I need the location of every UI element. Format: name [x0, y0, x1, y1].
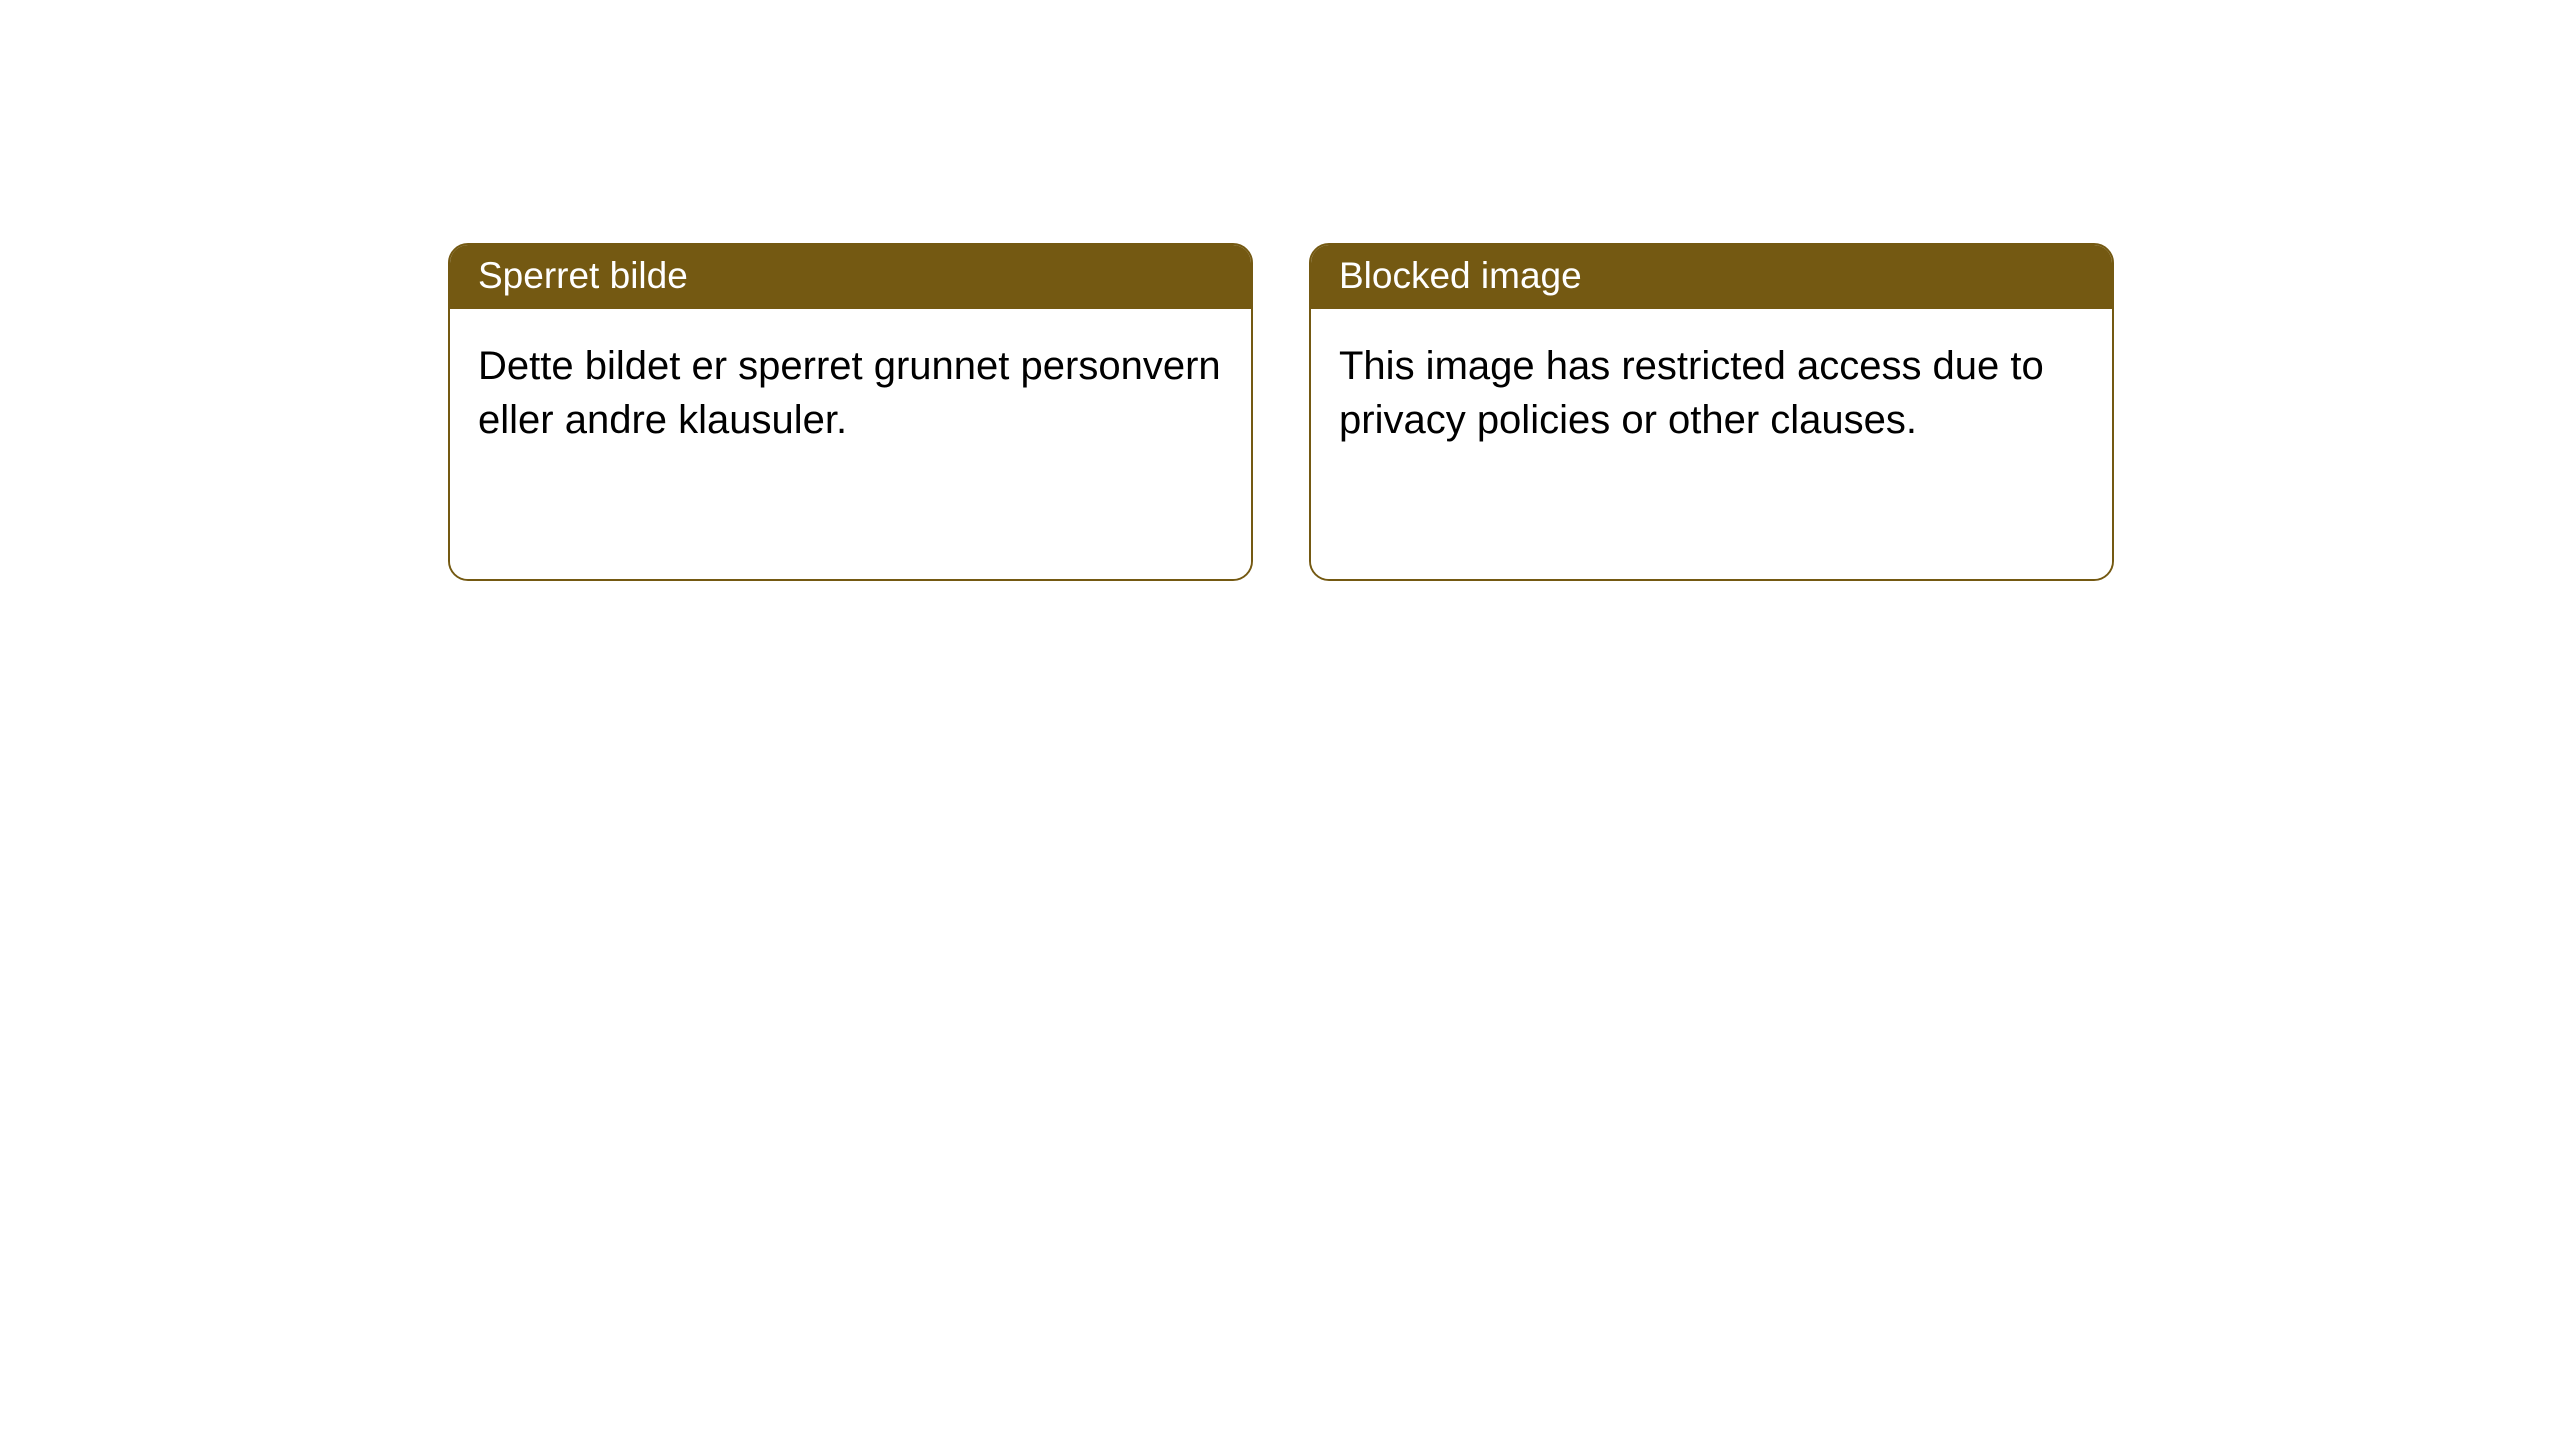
notice-body-text: Dette bildet er sperret grunnet personve… — [478, 344, 1221, 442]
notice-title: Blocked image — [1339, 255, 1582, 296]
notice-body-text: This image has restricted access due to … — [1339, 344, 2044, 442]
notice-body-english: This image has restricted access due to … — [1311, 309, 2112, 579]
notice-body-norwegian: Dette bildet er sperret grunnet personve… — [450, 309, 1251, 579]
notice-header-english: Blocked image — [1311, 245, 2112, 309]
blocked-image-notices: Sperret bilde Dette bildet er sperret gr… — [448, 243, 2114, 581]
notice-card-english: Blocked image This image has restricted … — [1309, 243, 2114, 581]
notice-title: Sperret bilde — [478, 255, 688, 296]
notice-header-norwegian: Sperret bilde — [450, 245, 1251, 309]
notice-card-norwegian: Sperret bilde Dette bildet er sperret gr… — [448, 243, 1253, 581]
